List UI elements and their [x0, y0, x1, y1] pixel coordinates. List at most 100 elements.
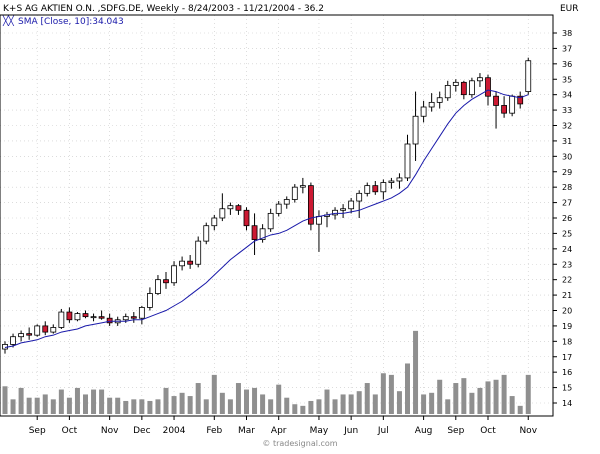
- candle: [452, 79, 459, 92]
- candle: [211, 214, 218, 231]
- x-tick-label: 2004: [163, 426, 186, 436]
- candle-body-up: [34, 325, 41, 336]
- candle-body-up: [477, 77, 483, 82]
- volume-bar: [244, 389, 249, 414]
- volume-bar: [139, 399, 145, 414]
- candle: [283, 196, 290, 209]
- volume-bar: [171, 396, 177, 414]
- y-tick-label: 31: [562, 137, 572, 146]
- x-tick-label: Sep: [447, 426, 464, 436]
- volume-bar: [332, 399, 338, 414]
- candle: [307, 182, 314, 231]
- candle: [436, 91, 443, 109]
- volume-bar: [445, 399, 451, 414]
- candle: [388, 177, 395, 189]
- y-tick-label: 22: [562, 276, 572, 285]
- x-axis: Sep Oct Nov Dec 2004 Feb Mar Apr May Jun Jul Aug Sep…: [29, 416, 538, 436]
- volume-bar: [477, 387, 483, 414]
- candle: [420, 100, 427, 123]
- volume-bar: [99, 389, 105, 414]
- x-tick-label: Feb: [206, 426, 222, 436]
- volume-bar: [356, 391, 362, 414]
- candle-body-up: [412, 115, 419, 145]
- candle-body-down: [130, 316, 137, 319]
- candle: [412, 91, 419, 161]
- candle: [364, 182, 371, 197]
- sma-legend-icon: ╳╳: [2, 15, 14, 27]
- candle: [98, 310, 105, 320]
- candle: [468, 77, 475, 98]
- volume-bar: [74, 387, 80, 414]
- y-tick-label: 35: [562, 75, 572, 84]
- volume-bar: [268, 399, 274, 414]
- volume-bar: [348, 394, 354, 414]
- candle: [460, 80, 467, 100]
- volume-bar: [18, 387, 24, 414]
- candle-body-up: [275, 203, 282, 214]
- y-tick-label: 29: [562, 168, 572, 177]
- x-tick-label: Sep: [29, 426, 46, 436]
- volume-bar: [91, 389, 97, 414]
- candle-body-up: [74, 313, 81, 321]
- volume-bar: [83, 394, 88, 414]
- volume-bar: [252, 387, 258, 414]
- candle-body-up: [138, 307, 145, 319]
- x-tick-label: Aug: [415, 426, 433, 436]
- candle-body-down: [82, 313, 89, 318]
- volume-bar: [2, 386, 8, 414]
- y-tick-label: 36: [562, 60, 572, 69]
- volume-bar: [340, 394, 346, 414]
- volume-bar: [405, 363, 410, 414]
- candle-body-up: [10, 336, 16, 345]
- candle: [138, 305, 145, 325]
- candle: [42, 321, 49, 336]
- candle-body-down: [251, 225, 258, 240]
- y-tick-label: 20: [562, 307, 572, 316]
- volume-bar: [276, 384, 282, 414]
- candle-body-up: [171, 265, 177, 284]
- volume-bar: [123, 400, 129, 414]
- volume-bar: [501, 374, 507, 414]
- candle-body-down: [243, 209, 250, 227]
- candle: [509, 94, 516, 117]
- volume-bar: [469, 392, 475, 414]
- volume-bar: [187, 396, 193, 414]
- watermark: © tradesignal.com: [262, 439, 337, 448]
- sma-legend-label: SMA [Close, 10]:34.043: [18, 17, 124, 27]
- candle-body-up: [50, 327, 57, 333]
- candle-body-down: [26, 333, 33, 336]
- volume-bars: [2, 330, 531, 414]
- volume-bar: [284, 397, 290, 414]
- candle-body-up: [436, 97, 443, 103]
- candle-body-down: [163, 279, 169, 284]
- y-tick-label: 38: [562, 29, 572, 38]
- volume-bar: [364, 383, 370, 414]
- candle-body-down: [307, 185, 314, 225]
- volume-bar: [437, 379, 443, 414]
- candle-body-up: [380, 182, 387, 193]
- x-tick-label: Apr: [271, 426, 287, 436]
- volume-bar: [115, 397, 121, 414]
- candle: [428, 93, 435, 112]
- volume-bar: [525, 374, 531, 414]
- candle-body-down: [235, 205, 242, 211]
- candle-body-down: [66, 311, 73, 321]
- volume-bar: [50, 399, 56, 414]
- candle: [299, 177, 306, 194]
- candle-body-down: [42, 325, 49, 333]
- candle-body-up: [332, 209, 338, 216]
- volume-bar: [66, 397, 72, 414]
- volume-bar: [34, 397, 40, 414]
- volume-bar: [147, 400, 153, 414]
- candle: [501, 96, 508, 118]
- candle-body-down: [460, 81, 467, 96]
- candle: [26, 327, 33, 340]
- volume-bar: [235, 383, 241, 414]
- candle: [267, 208, 274, 232]
- candle: [493, 91, 499, 129]
- candle-body-up: [299, 185, 306, 188]
- candle: [517, 91, 524, 109]
- candle-body-up: [509, 95, 516, 114]
- candle: [372, 181, 379, 195]
- candle-body-up: [364, 185, 371, 194]
